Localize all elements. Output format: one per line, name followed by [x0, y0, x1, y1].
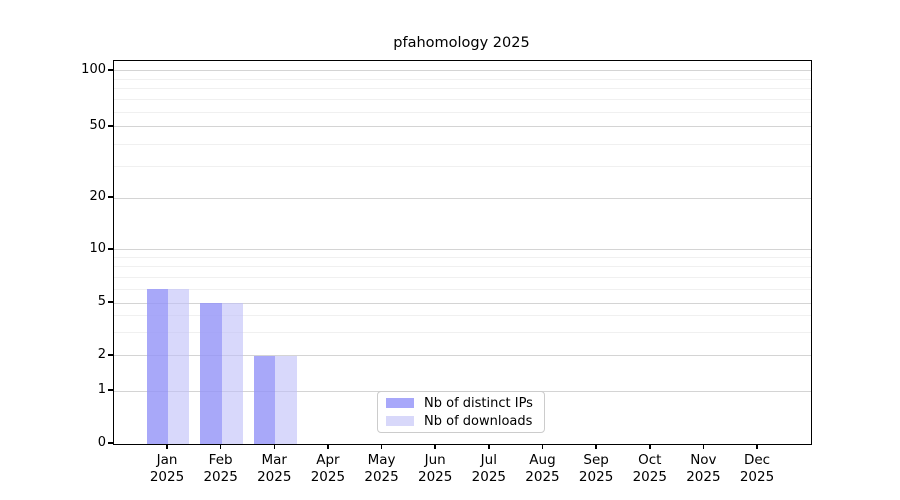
minor-gridline	[114, 315, 811, 317]
y-tick-mark	[108, 125, 113, 127]
x-tick-label: Aug 2025	[525, 452, 560, 485]
x-tick-mark	[595, 445, 597, 449]
minor-gridline	[114, 111, 811, 113]
legend-swatch	[386, 416, 414, 426]
minor-gridline	[114, 276, 811, 278]
x-tick-label: Nov 2025	[686, 452, 721, 485]
y-tick-mark	[108, 354, 113, 356]
minor-gridline	[114, 257, 811, 259]
y-tick-label: 2	[97, 346, 106, 362]
minor-gridline	[114, 288, 811, 290]
x-tick-label: Jan 2025	[149, 452, 185, 485]
legend-item: Nb of distinct IPs	[378, 396, 544, 411]
bar-distinct-ips	[200, 303, 222, 444]
y-tick-mark	[108, 389, 113, 391]
legend-label: Nb of distinct IPs	[424, 395, 533, 411]
minor-gridline	[114, 78, 811, 80]
x-tick-mark	[649, 445, 651, 449]
x-tick-label: Feb 2025	[203, 452, 238, 485]
major-gridline	[114, 355, 811, 357]
x-tick-mark	[541, 445, 544, 449]
x-tick-label: Apr 2025	[310, 452, 346, 485]
plot-area	[113, 60, 812, 445]
y-tick-mark	[108, 442, 113, 444]
y-tick-label: 20	[89, 189, 106, 205]
y-tick-label: 50	[89, 117, 106, 133]
legend-label: Nb of downloads	[424, 413, 533, 429]
major-gridline	[114, 197, 811, 199]
x-tick-label: Mar 2025	[257, 452, 292, 485]
bar-downloads	[168, 289, 190, 444]
x-tick-mark	[166, 445, 168, 449]
x-tick-mark	[488, 445, 490, 449]
x-tick-mark	[219, 445, 222, 449]
x-tick-mark	[327, 445, 329, 449]
y-tick-mark	[108, 196, 113, 198]
x-tick-mark	[756, 445, 758, 449]
minor-gridline	[114, 166, 811, 168]
minor-gridline	[114, 332, 811, 334]
y-tick-label: 10	[89, 240, 106, 256]
y-tick-label: 1	[97, 382, 106, 398]
minor-gridline	[114, 266, 811, 268]
x-tick-label: Sep 2025	[578, 452, 614, 485]
x-tick-label: Jun 2025	[418, 452, 453, 485]
bar-distinct-ips	[253, 355, 276, 444]
y-tick-mark	[108, 301, 113, 303]
y-tick-label: 0	[97, 435, 106, 450]
x-tick-label: Jul 2025	[471, 452, 506, 485]
bar-distinct-ips	[146, 289, 168, 444]
legend-swatch	[386, 398, 414, 408]
y-tick-mark	[108, 248, 113, 250]
x-tick-mark	[434, 445, 436, 449]
legend: Nb of distinct IPs Nb of downloads	[377, 391, 545, 433]
y-tick-label: 100	[81, 61, 106, 77]
y-tick-mark	[108, 69, 113, 71]
major-gridline	[114, 126, 811, 128]
x-tick-label: Oct 2025	[632, 452, 667, 485]
major-gridline	[114, 70, 811, 72]
y-tick-label: 5	[97, 294, 106, 310]
legend-item: Nb of downloads	[378, 414, 544, 429]
major-gridline	[114, 302, 811, 304]
x-tick-mark	[273, 445, 276, 449]
chart-title: pfahomology 2025	[393, 35, 530, 51]
minor-gridline	[114, 99, 811, 101]
bar-downloads	[275, 355, 297, 444]
x-tick-label: Dec 2025	[739, 452, 775, 485]
minor-gridline	[114, 88, 811, 90]
x-tick-label: May 2025	[364, 452, 399, 485]
minor-gridline	[114, 143, 811, 145]
bar-downloads	[221, 303, 244, 444]
major-gridline	[114, 249, 811, 251]
x-tick-mark	[702, 445, 705, 449]
x-tick-mark	[380, 445, 383, 449]
